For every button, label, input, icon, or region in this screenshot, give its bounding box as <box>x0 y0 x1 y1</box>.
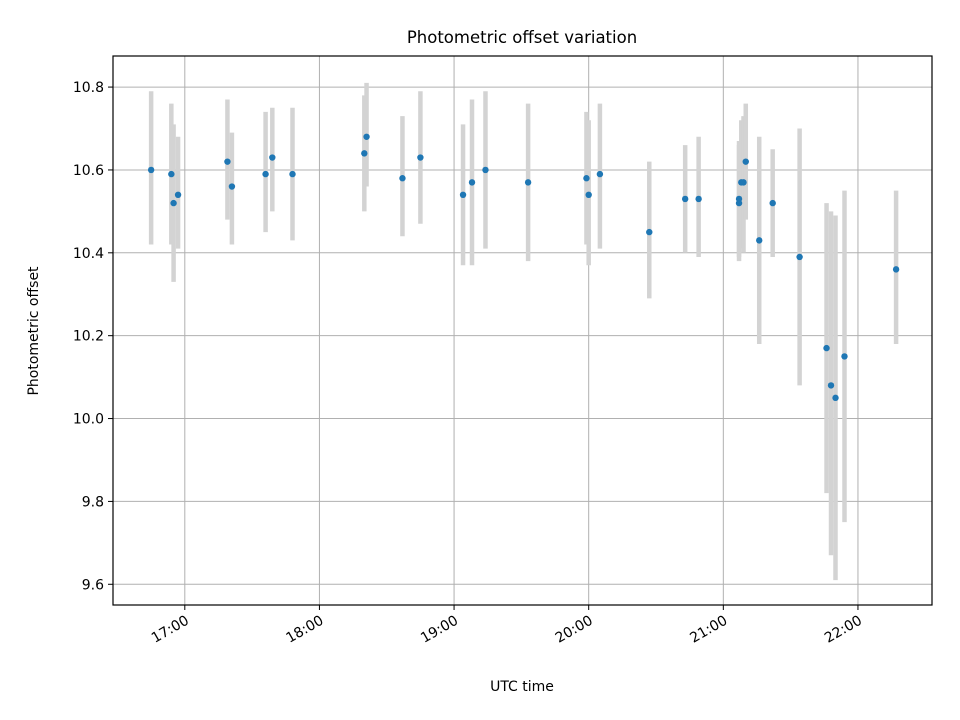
data-point <box>695 195 702 203</box>
data-point <box>228 183 236 190</box>
data-point <box>524 179 532 186</box>
data-point <box>482 166 489 174</box>
data-point <box>735 199 743 207</box>
data-point <box>289 170 296 178</box>
data-point <box>796 253 803 261</box>
data-point <box>170 199 177 207</box>
y-tick-label: 10.0 <box>73 412 104 428</box>
data-point <box>269 154 276 161</box>
data-point <box>361 150 368 157</box>
data-point <box>892 266 900 273</box>
data-point <box>681 195 689 203</box>
y-tick-label: 10.8 <box>73 80 104 96</box>
data-point <box>646 228 653 236</box>
data-point <box>740 179 747 186</box>
plot-frame <box>112 55 933 606</box>
x-axis-label: UTC time <box>490 679 554 695</box>
chart-title: Photometric offset variation <box>407 28 637 47</box>
y-tick-label: 10.4 <box>73 246 104 262</box>
data-point <box>596 170 604 178</box>
y-tick-label: 9.8 <box>82 494 104 510</box>
data-point <box>363 133 370 140</box>
data-point <box>224 158 231 165</box>
y-axis: 9.6 9.8 10.0 10.2 10.4 10.6 10.8 <box>73 80 113 593</box>
data-point <box>823 344 830 352</box>
data-points <box>147 133 900 402</box>
data-point <box>174 191 182 199</box>
data-point <box>756 237 763 244</box>
data-point <box>832 394 839 402</box>
data-point <box>399 175 406 182</box>
data-point <box>841 353 848 360</box>
data-point <box>769 199 776 207</box>
grid <box>113 56 932 605</box>
data-point <box>262 170 269 178</box>
data-point <box>468 179 476 186</box>
y-tick-label: 10.6 <box>73 163 104 179</box>
data-point <box>417 154 424 161</box>
data-point <box>168 170 175 178</box>
data-point <box>459 191 467 199</box>
data-point <box>742 158 749 165</box>
y-axis-label: Photometric offset <box>26 266 42 396</box>
data-point <box>583 175 590 182</box>
data-point <box>827 382 835 389</box>
y-tick-label: 9.6 <box>82 577 104 593</box>
data-point <box>585 191 592 199</box>
data-point <box>147 166 155 174</box>
y-tick-label: 10.2 <box>73 329 104 345</box>
